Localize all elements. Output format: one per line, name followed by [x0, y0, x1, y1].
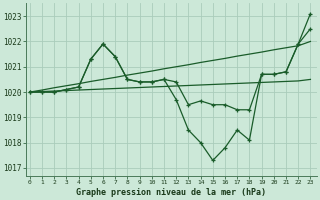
X-axis label: Graphe pression niveau de la mer (hPa): Graphe pression niveau de la mer (hPa): [76, 188, 266, 197]
